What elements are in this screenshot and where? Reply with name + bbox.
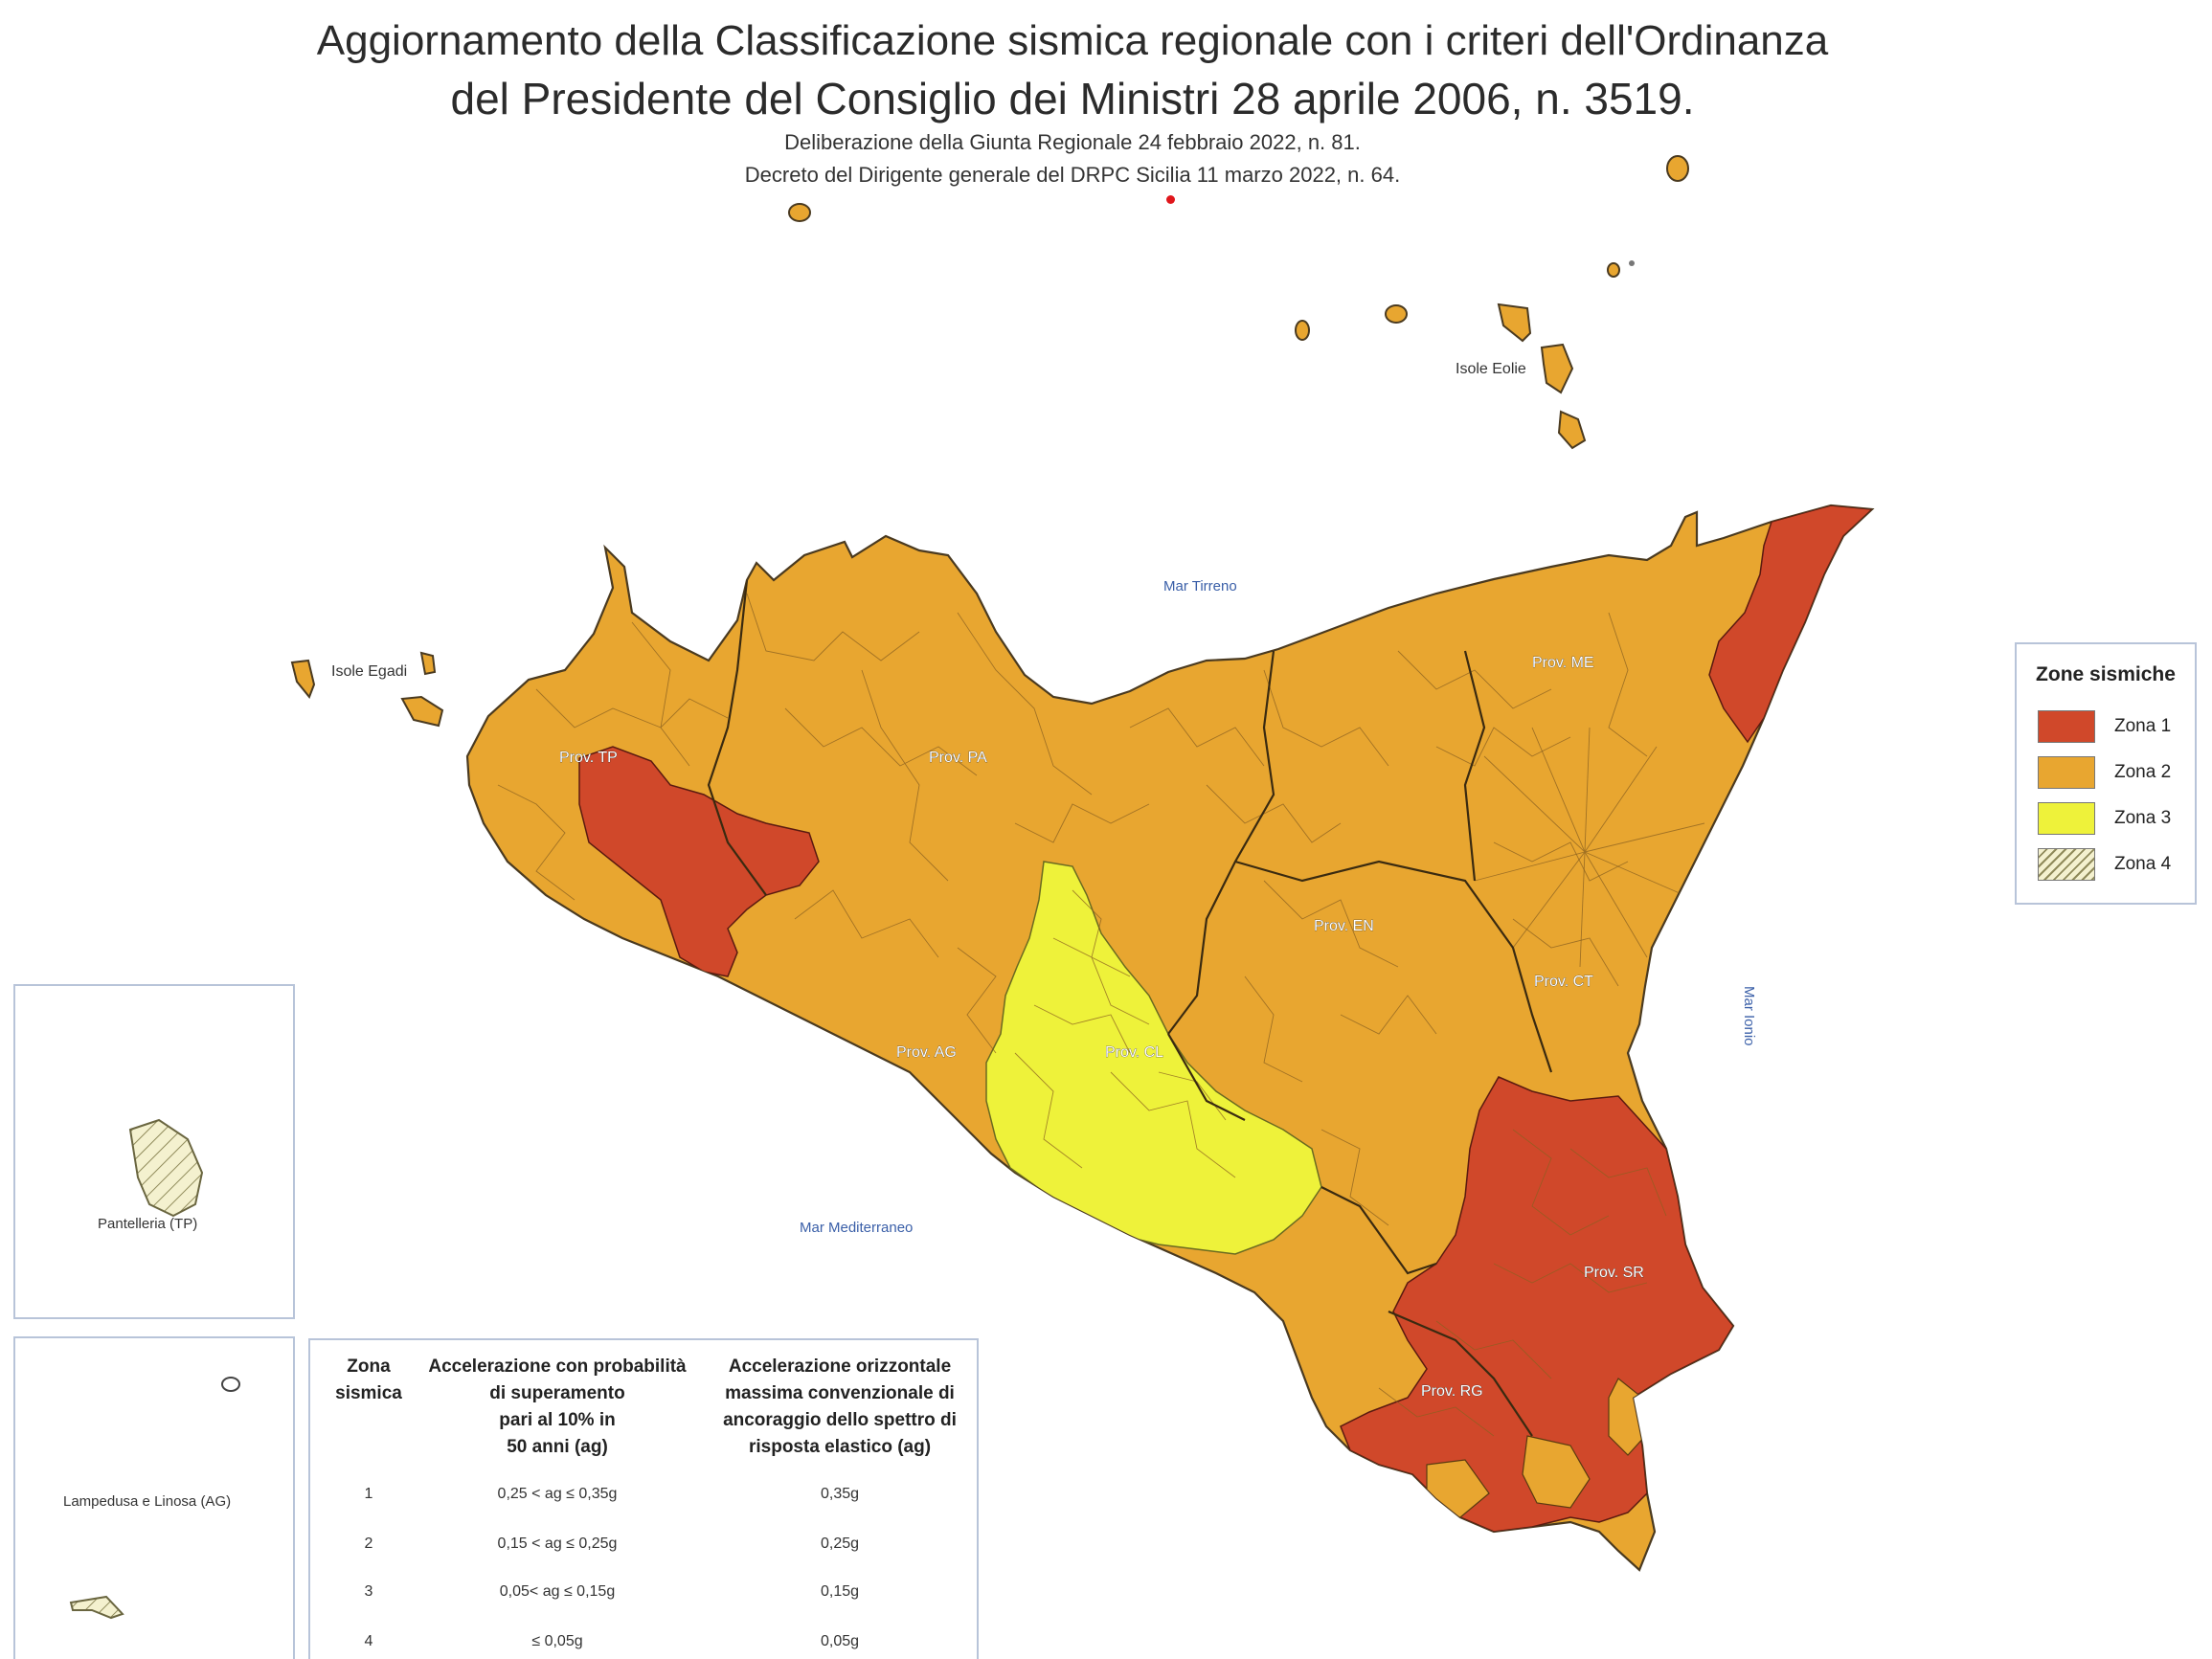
table-row-3-zona: 3 bbox=[364, 1583, 373, 1600]
hdr-prob-l1: Accelerazione con probabilità bbox=[428, 1356, 687, 1377]
table-header-zona: Zona sismica bbox=[316, 1354, 421, 1407]
legend-label-zona2: Zona 2 bbox=[2114, 762, 2172, 782]
table-row-4-zona: 4 bbox=[364, 1633, 373, 1649]
caption-pantelleria: Pantelleria (TP) bbox=[98, 1216, 198, 1232]
swatch-zona4 bbox=[2038, 848, 2095, 881]
table-row-2-max: 0,25g bbox=[820, 1536, 860, 1552]
aeolian-islands bbox=[1295, 155, 1689, 450]
label-prov-pa: Prov. PA bbox=[929, 750, 987, 766]
zone2-pocket-2 bbox=[1522, 1435, 1591, 1509]
label-prov-me: Prov. ME bbox=[1532, 655, 1594, 671]
label-prov-en: Prov. EN bbox=[1314, 918, 1374, 934]
label-isole-eolie: Isole Eolie bbox=[1456, 361, 1526, 377]
label-prov-rg: Prov. RG bbox=[1421, 1383, 1483, 1400]
swatch-zona1 bbox=[2038, 710, 2095, 743]
seismic-zone-table: Zona sismica Accelerazione con probabili… bbox=[308, 1338, 979, 1659]
swatch-zona2 bbox=[2038, 756, 2095, 789]
title-line-2: del Presidente del Consiglio dei Ministr… bbox=[450, 74, 1695, 123]
province-boundaries bbox=[707, 579, 1553, 1437]
hdr-max-l3: ancoraggio dello spettro di bbox=[723, 1410, 957, 1430]
table-row-3-prob: 0,05< ag ≤ 0,15g bbox=[499, 1583, 616, 1600]
table-row-4-max: 0,05g bbox=[820, 1633, 860, 1649]
zone1-belice-area bbox=[578, 746, 820, 977]
municipal-boundaries bbox=[497, 593, 1667, 1437]
table-row-1-prob: 0,25 < ag ≤ 0,35g bbox=[497, 1486, 618, 1502]
legend-item-zona4: Zona 4 bbox=[2017, 841, 2195, 887]
zone3-central-area bbox=[985, 861, 1322, 1255]
etna-radial-boundaries bbox=[1474, 727, 1705, 968]
legend-item-zona1: Zona 1 bbox=[2017, 704, 2195, 750]
inset-pantelleria: Pantelleria (TP) bbox=[13, 984, 295, 1319]
ustica-island bbox=[788, 203, 811, 222]
title-line-1: Aggiornamento della Classificazione sism… bbox=[316, 17, 1829, 64]
islet-dot bbox=[1629, 260, 1635, 266]
legend-item-zona2: Zona 2 bbox=[2017, 750, 2195, 796]
legend-label-zona4: Zona 4 bbox=[2114, 854, 2172, 874]
egadi-islands bbox=[290, 651, 444, 728]
table-row-3-max: 0,15g bbox=[820, 1583, 860, 1600]
label-prov-ct: Prov. CT bbox=[1534, 974, 1593, 990]
label-prov-tp: Prov. TP bbox=[559, 750, 618, 766]
label-mar-tirreno: Mar Tirreno bbox=[1163, 578, 1237, 594]
label-mar-ionio: Mar Ionio bbox=[1741, 986, 1757, 1046]
hdr-max-l1: Accelerazione orizzontale bbox=[728, 1356, 952, 1377]
label-isole-egadi: Isole Egadi bbox=[331, 663, 407, 680]
label-prov-cl: Prov. CL bbox=[1105, 1044, 1163, 1061]
table-row-2-prob: 0,15 < ag ≤ 0,25g bbox=[497, 1536, 618, 1552]
zone1-messina-area bbox=[1708, 505, 1872, 744]
hdr-prob-l2: di superamento bbox=[489, 1383, 625, 1403]
swatch-zona3 bbox=[2038, 802, 2095, 835]
legend-box: Zone sismiche Zona 1 Zona 2 Zona 3 Zona … bbox=[2015, 642, 2197, 905]
hdr-max-l4: risposta elastico (ag) bbox=[748, 1437, 932, 1457]
table-row-4-prob: ≤ 0,05g bbox=[531, 1633, 583, 1649]
subtitle-line-1: Deliberazione della Giunta Regionale 24 … bbox=[784, 130, 1361, 154]
pantelleria-island-shape bbox=[128, 1118, 204, 1218]
inset-lampedusa: Lampedusa e Linosa (AG) bbox=[13, 1336, 295, 1659]
caption-lampedusa: Lampedusa e Linosa (AG) bbox=[63, 1493, 232, 1510]
table-row-1-zona: 1 bbox=[364, 1486, 373, 1502]
table-header-acc-prob: Accelerazione con probabilità di superam… bbox=[414, 1354, 701, 1461]
label-prov-sr: Prov. SR bbox=[1584, 1265, 1644, 1281]
table-row-2-zona: 2 bbox=[364, 1536, 373, 1552]
hdr-max-l2: massima convenzionale di bbox=[725, 1383, 955, 1403]
hdr-zona-l1: Zona bbox=[347, 1356, 391, 1377]
hdr-zona-l2: sismica bbox=[335, 1383, 402, 1403]
label-prov-ag: Prov. AG bbox=[896, 1044, 957, 1061]
label-mar-mediterraneo: Mar Mediterraneo bbox=[800, 1220, 913, 1236]
legend-item-zona3: Zona 3 bbox=[2017, 796, 2195, 841]
subtitle-line-2: Decreto del Dirigente generale del DRPC … bbox=[744, 163, 1401, 187]
legend-title: Zone sismiche bbox=[2036, 663, 2176, 685]
table-row-1-max: 0,35g bbox=[820, 1486, 860, 1502]
red-dot-marker bbox=[1166, 195, 1175, 204]
hdr-prob-l4: 50 anni (ag) bbox=[507, 1437, 608, 1457]
hdr-prob-l3: pari al 10% in bbox=[499, 1410, 616, 1430]
table-header-acc-max: Accelerazione orizzontale massima conven… bbox=[707, 1354, 973, 1461]
legend-label-zona3: Zona 3 bbox=[2114, 808, 2172, 828]
lampedusa-islands-shape bbox=[69, 1377, 240, 1620]
legend-label-zona1: Zona 1 bbox=[2114, 716, 2172, 736]
